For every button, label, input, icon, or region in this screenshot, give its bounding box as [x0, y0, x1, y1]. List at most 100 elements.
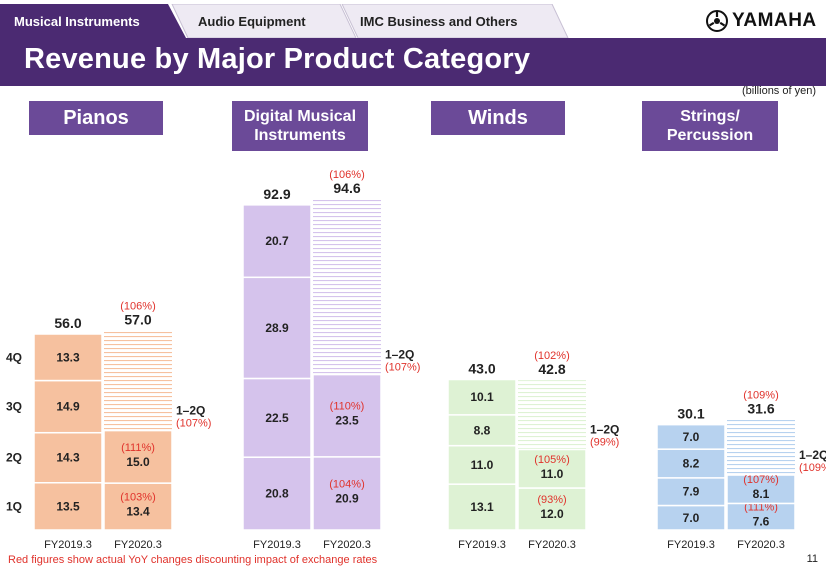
bar-segment — [312, 456, 382, 531]
x-tick-label: FY2020.3 — [114, 539, 162, 551]
segment-value-label: 7.0 — [683, 511, 700, 525]
total-yoy-label: (106%) — [329, 169, 364, 181]
category-digital: Digital Musical Instruments — [232, 101, 368, 151]
half-year-yoy-label: (107%) — [176, 418, 211, 430]
x-tick-label: FY2019.3 — [253, 539, 301, 551]
x-tick-label: FY2020.3 — [737, 539, 785, 551]
segment-value-label: 12.0 — [540, 507, 564, 521]
bar-segment — [33, 333, 103, 382]
segment-value-label: 13.4 — [126, 505, 150, 519]
segment-yoy-label: (111%) — [121, 442, 155, 454]
segment-value-label: 20.8 — [265, 487, 289, 501]
segment-yoy-label: (93%) — [537, 494, 566, 506]
bar-segment — [242, 456, 312, 531]
segment-value-label: 20.7 — [265, 234, 289, 248]
bar-segment — [517, 448, 587, 489]
quarter-label: 3Q — [6, 400, 22, 414]
bar-segment — [517, 487, 587, 531]
half-year-label: 1–2Q — [176, 404, 205, 418]
x-tick-label: FY2019.3 — [44, 539, 92, 551]
tab-shape-musical — [0, 4, 186, 38]
brand-name: YAMAHA — [732, 10, 817, 31]
segment-value-label: 8.1 — [753, 487, 770, 501]
quarter-label: 2Q — [6, 451, 22, 465]
page-title: Revenue by Major Product Category — [24, 43, 531, 75]
segment-yoy-label: (110%) — [330, 401, 365, 413]
segment-value-label: 11.0 — [471, 458, 494, 472]
quarter-label: 1Q — [6, 499, 22, 513]
bar-segment — [33, 482, 103, 531]
page-number: 11 — [806, 553, 818, 565]
bar-total-label: 92.9 — [263, 186, 290, 202]
segment-value-label: 14.3 — [56, 451, 80, 465]
tab-shape-imc — [341, 4, 569, 38]
bar-segment — [242, 377, 312, 458]
bar-segment — [656, 423, 726, 450]
segment-yoy-label: (105%) — [534, 454, 569, 466]
total-yoy-label: (102%) — [534, 350, 569, 362]
x-tick-label: FY2020.3 — [323, 539, 371, 551]
bar-segment — [726, 502, 796, 531]
brand-logo: YAMAHA — [706, 10, 817, 32]
footnote: Red figures show actual YoY changes disc… — [8, 554, 378, 566]
segment-yoy-label: (103%) — [120, 492, 155, 504]
bar-segment — [447, 378, 517, 416]
segment-value-label: 13.1 — [470, 500, 494, 514]
segment-value-label: 7.0 — [683, 430, 700, 444]
bar-total-label: 94.6 — [333, 180, 360, 196]
title-bar — [0, 38, 826, 86]
half-year-label: 1–2Q — [385, 348, 414, 362]
x-tick-label: FY2019.3 — [458, 539, 506, 551]
quarter-label: 4Q — [6, 350, 22, 364]
bar-segment — [33, 379, 103, 434]
bar-segment — [33, 431, 103, 484]
tab-bar: Musical Instruments Audio Equipment IMC … — [0, 0, 826, 38]
unit-note: (billions of yen) — [742, 85, 816, 97]
total-yoy-label: (109%) — [743, 389, 778, 401]
segment-value-label: 7.9 — [683, 485, 700, 499]
segment-value-label: 13.3 — [56, 350, 80, 364]
bar-total-label: 42.8 — [538, 361, 565, 377]
segment-value-label: 23.5 — [335, 414, 359, 428]
half-year-yoy-label: (109%) — [799, 462, 826, 474]
bar-total-label: 57.0 — [124, 312, 151, 328]
segment-yoy-label: (107%) — [743, 474, 778, 486]
half-year-yoy-label: (99%) — [590, 437, 619, 449]
category-winds: Winds — [431, 101, 565, 135]
tab-imc-business[interactable]: IMC Business and Others — [360, 13, 518, 29]
total-yoy-label: (106%) — [120, 301, 155, 313]
tab-shape-audio — [171, 4, 357, 38]
segment-value-label: 11.0 — [541, 467, 564, 481]
bar-segment — [312, 373, 382, 458]
segment-value-label: 8.2 — [683, 457, 700, 471]
bar-segment — [242, 204, 312, 279]
category-strings: Strings/ Percussion — [642, 101, 778, 151]
bar-segment — [242, 276, 312, 380]
segment-value-label: 20.9 — [335, 491, 359, 505]
bar-total-label: 43.0 — [468, 361, 495, 377]
half-year-label: 1–2Q — [590, 423, 619, 437]
tab-audio-equipment[interactable]: Audio Equipment — [198, 13, 306, 29]
segment-value-label: 8.8 — [474, 423, 491, 437]
segment-value-label: 15.0 — [126, 455, 150, 469]
bar-segment — [447, 483, 517, 531]
x-tick-label: FY2019.3 — [667, 539, 715, 551]
x-tick-label: FY2020.3 — [528, 539, 576, 551]
segment-value-label: 22.5 — [265, 411, 289, 425]
bar-segment — [103, 482, 173, 531]
bar-total-label: 56.0 — [54, 315, 81, 331]
bar-segment — [103, 429, 173, 484]
segment-yoy-label: (104%) — [329, 478, 364, 490]
bar-segment — [447, 444, 517, 485]
tab-musical-instruments[interactable]: Musical Instruments — [14, 13, 140, 29]
bar-total-label: 31.6 — [747, 400, 774, 416]
bar-total-label: 30.1 — [677, 406, 704, 422]
half-year-yoy-label: (107%) — [385, 362, 420, 374]
half-year-label: 1–2Q — [799, 448, 826, 462]
bar-segment — [447, 414, 517, 447]
segment-yoy-label: (111%) — [744, 502, 778, 514]
segment-value-label: 7.6 — [753, 515, 770, 529]
tuning-fork-icon — [706, 10, 728, 32]
bar-segment — [726, 474, 796, 505]
